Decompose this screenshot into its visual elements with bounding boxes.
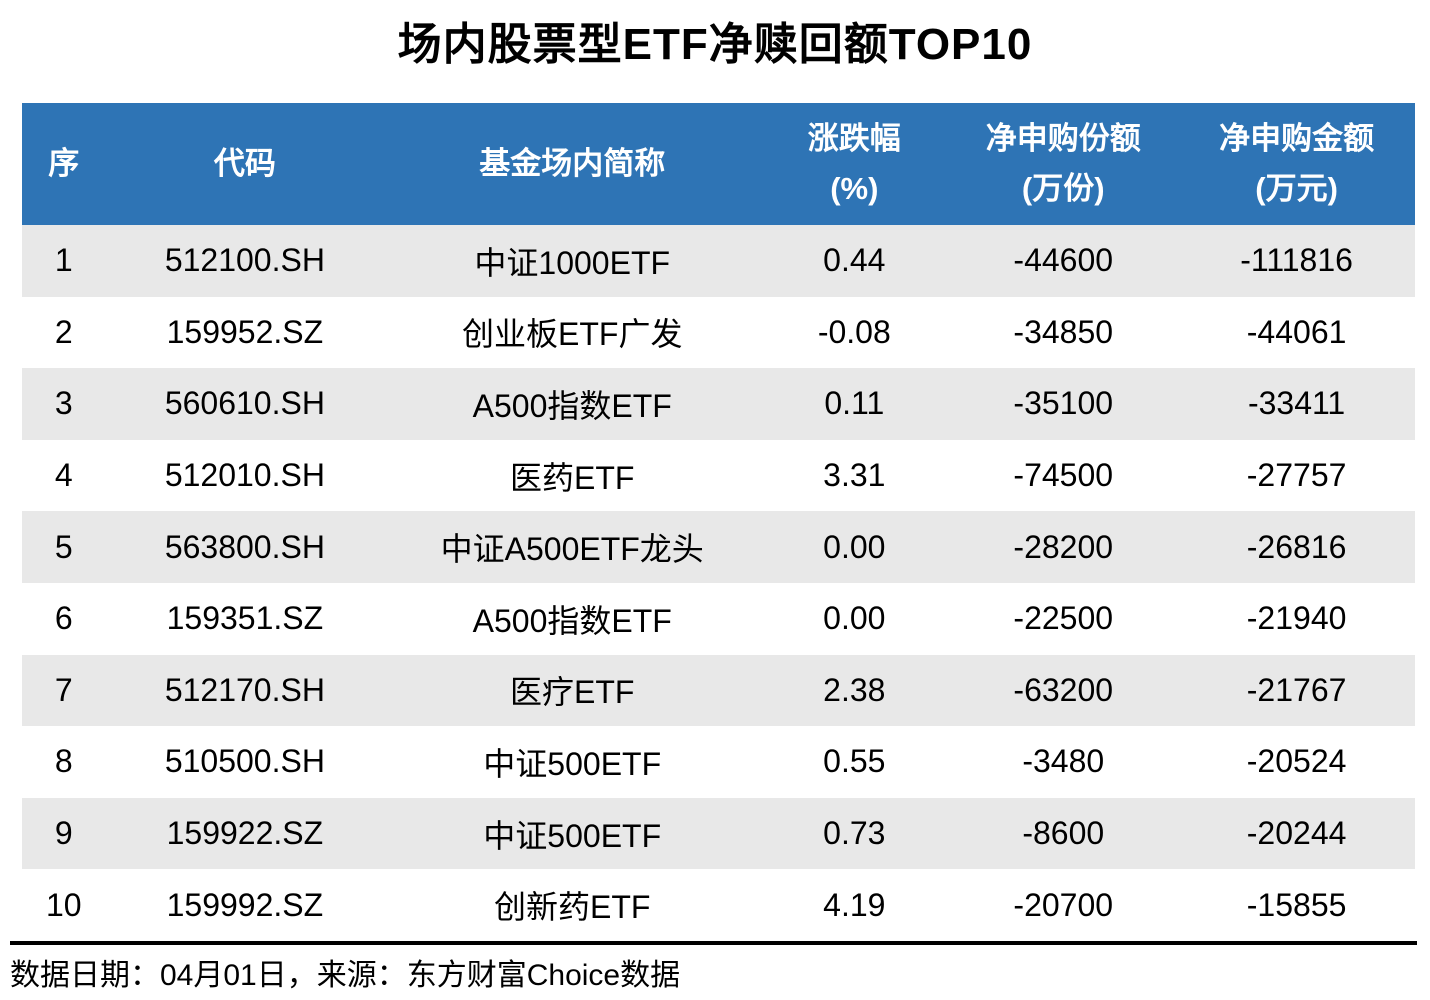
- header-unit: (万元): [1255, 171, 1338, 206]
- cell-name: A500指数ETF: [472, 602, 672, 639]
- cell-code: 159952.SZ: [166, 313, 324, 350]
- cell-code: 159922.SZ: [166, 815, 324, 852]
- cell-net-shares: -74500: [1013, 457, 1114, 494]
- cell-net-amount: -20524: [1246, 743, 1347, 780]
- cell-seq: 5: [54, 528, 73, 565]
- cell-seq: 6: [54, 600, 73, 637]
- cell-net-shares: -44600: [1013, 242, 1114, 279]
- table-row: 6 159351.SZ A500指数ETF 0.00 -22500 -21940: [22, 582, 1415, 655]
- table-row: 8 510500.SH 中证500ETF 0.55 -3480 -20524: [22, 726, 1415, 798]
- table-header: 序 代码 基金场内简称 涨跌幅 (%) 净申购份额 (万份) 净申购金额 (万: [22, 103, 1415, 225]
- cell-seq: 7: [54, 671, 73, 708]
- cell-seq: 10: [45, 886, 82, 923]
- header-unit: (万份): [1021, 171, 1105, 206]
- cell-net-amount: -33411: [1247, 385, 1346, 422]
- column-header-seq: 序: [22, 103, 106, 225]
- etf-redemption-table: 序 代码 基金场内简称 涨跌幅 (%) 净申购份额 (万份) 净申购金额 (万: [22, 103, 1415, 941]
- cell-name: 中证A500ETF龙头: [440, 531, 704, 568]
- cell-change: 0.73: [823, 815, 886, 852]
- cell-change: 2.38: [823, 671, 886, 708]
- table-body: 1 512100.SH 中证1000ETF 0.44 -44600 -11181…: [22, 225, 1415, 941]
- cell-name: 创业板ETF广发: [462, 316, 683, 353]
- cell-name: 医疗ETF: [510, 674, 635, 711]
- footer-divider: [10, 941, 1417, 945]
- column-header-change: 涨跌幅 (%): [760, 103, 949, 225]
- cell-code: 512100.SH: [164, 242, 325, 279]
- cell-code: 512010.SH: [164, 457, 325, 494]
- cell-name: A500指数ETF: [472, 387, 672, 424]
- cell-change: -0.08: [817, 313, 891, 350]
- cell-net-amount: -21940: [1246, 600, 1347, 637]
- footer-source-text: 数据日期：04月01日，来源：东方财富Choice数据: [10, 959, 681, 992]
- cell-net-amount: -27757: [1246, 457, 1347, 494]
- page-title: 场内股票型ETF净赎回额TOP10: [397, 20, 1033, 69]
- table-row: 2 159952.SZ 创业板ETF广发 -0.08 -34850 -44061: [22, 296, 1415, 369]
- table-row: 10 159992.SZ 创新药ETF 4.19 -20700 -15855: [22, 869, 1415, 941]
- cell-net-shares: -8600: [1022, 815, 1105, 852]
- cell-net-amount: -44061: [1246, 313, 1347, 350]
- cell-code: 563800.SH: [164, 528, 325, 565]
- cell-seq: 8: [54, 743, 73, 780]
- cell-net-shares: -3480: [1022, 743, 1105, 780]
- cell-seq: 3: [54, 385, 73, 422]
- table-row: 5 563800.SH 中证A500ETF龙头 0.00 -28200 -268…: [22, 511, 1415, 583]
- header-label: 基金场内简称: [479, 146, 666, 181]
- table-row: 1 512100.SH 中证1000ETF 0.44 -44600 -11181…: [22, 225, 1415, 297]
- cell-change: 0.00: [823, 528, 886, 565]
- header-row: 序 代码 基金场内简称 涨跌幅 (%) 净申购份额 (万份) 净申购金额 (万: [22, 103, 1415, 225]
- cell-code: 159992.SZ: [166, 886, 324, 923]
- cell-change: 0.44: [823, 242, 886, 279]
- cell-net-amount: -21767: [1246, 671, 1347, 708]
- cell-change: 0.11: [824, 385, 885, 422]
- cell-seq: 1: [54, 242, 73, 279]
- header-unit: (%): [830, 171, 879, 206]
- header-label: 净申购份额: [985, 121, 1141, 156]
- header-label: 代码: [213, 146, 276, 181]
- cell-net-shares: -35100: [1013, 385, 1114, 422]
- cell-net-amount: -26816: [1246, 528, 1347, 565]
- cell-name: 创新药ETF: [494, 889, 651, 926]
- table-row: 3 560610.SH A500指数ETF 0.11 -35100 -33411: [22, 368, 1415, 440]
- cell-seq: 2: [54, 313, 73, 350]
- cell-name: 中证500ETF: [483, 817, 662, 854]
- cell-net-amount: -15855: [1246, 886, 1347, 923]
- cell-change: 3.31: [823, 457, 886, 494]
- column-header-net-shares: 净申购份额 (万份): [948, 103, 1179, 225]
- cell-change: 0.00: [823, 600, 886, 637]
- column-header-code: 代码: [105, 103, 385, 225]
- cell-net-shares: -22500: [1013, 600, 1114, 637]
- cell-change: 0.55: [823, 743, 886, 780]
- table-row: 7 512170.SH 医疗ETF 2.38 -63200 -21767: [22, 654, 1415, 727]
- header-label: 涨跌幅: [807, 121, 901, 156]
- header-label: 序: [48, 146, 80, 181]
- table-row: 9 159922.SZ 中证500ETF 0.73 -8600 -20244: [22, 797, 1415, 870]
- column-header-net-amount: 净申购金额 (万元): [1178, 103, 1415, 225]
- cell-code: 560610.SH: [164, 385, 325, 422]
- cell-change: 4.19: [823, 886, 886, 923]
- header-label: 净申购金额: [1219, 121, 1375, 156]
- cell-name: 中证500ETF: [483, 745, 662, 782]
- cell-net-shares: -34850: [1013, 313, 1114, 350]
- cell-code: 510500.SH: [164, 743, 325, 780]
- cell-name: 中证1000ETF: [474, 244, 671, 281]
- column-header-name: 基金场内简称: [384, 103, 761, 225]
- cell-net-shares: -63200: [1013, 671, 1114, 708]
- cell-net-amount: -20244: [1246, 815, 1347, 852]
- cell-seq: 9: [54, 815, 73, 852]
- cell-name: 医药ETF: [510, 459, 635, 496]
- cell-net-shares: -20700: [1013, 886, 1114, 923]
- cell-code: 159351.SZ: [166, 600, 324, 637]
- cell-net-amount: -111816: [1240, 242, 1353, 279]
- cell-seq: 4: [54, 457, 73, 494]
- cell-code: 512170.SH: [164, 671, 325, 708]
- cell-net-shares: -28200: [1013, 528, 1114, 565]
- table-row: 4 512010.SH 医药ETF 3.31 -74500 -27757: [22, 439, 1415, 512]
